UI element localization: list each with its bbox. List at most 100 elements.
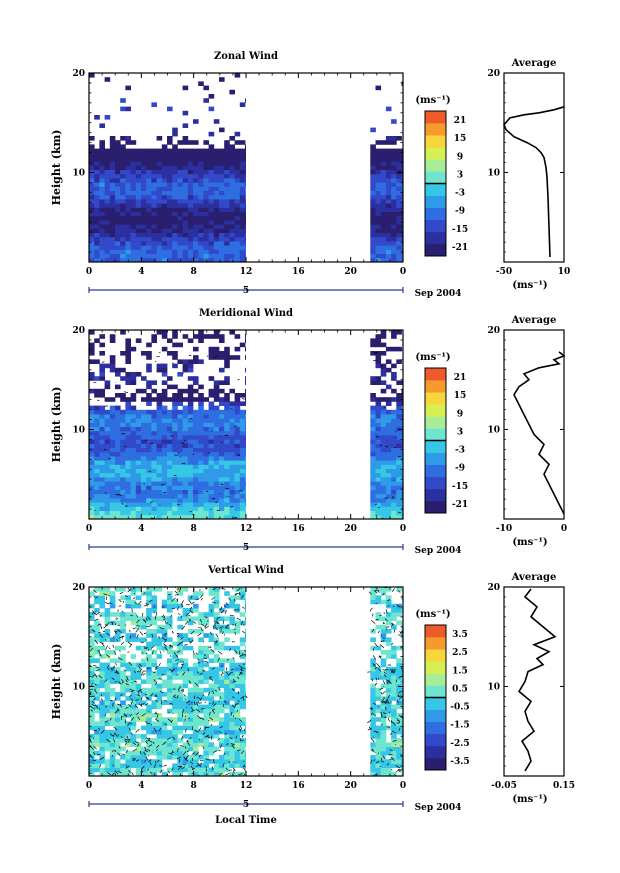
contour-line: [105, 705, 107, 708]
heatmap-cell: [401, 472, 403, 478]
heatmap-cell: [239, 228, 246, 233]
heatmap-cell: [104, 447, 111, 453]
heatmap-cell: [177, 481, 183, 486]
heatmap-cell: [208, 771, 215, 776]
heatmap-cell: [161, 481, 168, 486]
heatmap-cell: [172, 485, 178, 490]
heatmap-cell: [224, 359, 230, 364]
heatmap-cell: [104, 608, 111, 613]
contour-line: [188, 704, 190, 706]
heatmap-cell: [172, 683, 178, 689]
heatmap-cell: [385, 612, 392, 617]
heatmap-cell: [115, 418, 121, 423]
heatmap-cell: [146, 236, 152, 242]
heatmap-cell: [89, 359, 95, 364]
heatmap-cell: [109, 414, 116, 419]
heatmap-cell: [125, 633, 131, 638]
heatmap-cell: [161, 514, 168, 519]
heatmap-cell: [213, 249, 220, 254]
heatmap-cell: [125, 502, 131, 507]
heatmap-cell: [229, 502, 235, 507]
contour-line: [398, 695, 401, 698]
heatmap-cell: [120, 148, 126, 154]
average-profile-line: [513, 351, 566, 515]
heatmap-cell: [198, 717, 204, 722]
heatmap-cell: [375, 152, 382, 158]
heatmap-cell: [130, 157, 137, 162]
heatmap-cell: [146, 220, 152, 225]
heatmap-cell: [146, 502, 152, 507]
heatmap-cell: [172, 603, 178, 609]
heatmap-cell: [370, 687, 376, 693]
heatmap-cell: [161, 152, 168, 158]
heatmap-cell: [380, 721, 387, 726]
heatmap-cell: [115, 215, 121, 221]
y-tick-label: 20: [72, 69, 85, 79]
heatmap-cell: [109, 759, 116, 764]
heatmap-cell: [151, 641, 157, 647]
heatmap-cell: [234, 456, 241, 461]
heatmap-cell: [167, 186, 173, 191]
heatmap-cell: [109, 692, 116, 697]
heatmap-cell: [172, 700, 178, 705]
heatmap-cell: [94, 215, 100, 221]
contour-line: [216, 616, 221, 620]
heatmap-cell: [156, 211, 163, 217]
heatmap-cell: [224, 704, 230, 710]
heatmap-cell: [219, 464, 225, 469]
heatmap-cell: [141, 418, 147, 423]
heatmap-cell: [161, 207, 168, 212]
contour-line: [209, 717, 214, 721]
contour-line: [219, 435, 221, 437]
heatmap-cell: [370, 637, 376, 642]
heatmap-cell: [177, 359, 183, 364]
contour-line: [99, 614, 102, 617]
heatmap-cell: [187, 203, 194, 208]
contour-line: [195, 764, 200, 767]
heatmap-cell: [401, 671, 403, 676]
contour-line: [220, 606, 223, 611]
contour-line: [236, 587, 241, 592]
contour-line: [184, 644, 188, 646]
heatmap-cell: [224, 489, 230, 495]
heatmap-cell: [193, 595, 199, 600]
heatmap-cell: [193, 767, 199, 773]
heatmap-cell: [161, 435, 168, 440]
heatmap-cell: [104, 493, 111, 499]
heatmap-cell: [141, 645, 147, 651]
heatmap-cell: [156, 367, 163, 373]
heatmap-cell: [224, 241, 230, 246]
heatmap-cell: [151, 633, 157, 638]
heatmap-cell: [130, 422, 137, 427]
contour-line: [169, 668, 173, 671]
heatmap-cell: [146, 679, 152, 684]
heatmap-cell: [234, 148, 241, 154]
heatmap-cell: [135, 755, 142, 760]
contour-line: [382, 669, 386, 671]
contour-line: [138, 663, 142, 667]
contour-line: [113, 738, 116, 743]
contour-line: [229, 648, 232, 651]
contour-line: [106, 666, 110, 671]
heatmap-cell: [182, 203, 189, 208]
heatmap-cell: [120, 451, 126, 457]
heatmap-cell: [396, 485, 402, 490]
heatmap-cell: [208, 346, 215, 352]
heatmap-cell: [193, 199, 199, 204]
heatmap-cell: [239, 696, 246, 701]
heatmap-cell: [125, 439, 131, 444]
heatmap-cell: [146, 190, 152, 196]
contour-line: [91, 629, 96, 633]
contour-line: [163, 618, 166, 621]
heatmap-cell: [370, 430, 376, 436]
heatmap-cell: [391, 679, 397, 684]
heatmap-cell: [130, 498, 137, 503]
heatmap-cell: [198, 692, 204, 697]
heatmap-cell: [104, 409, 111, 415]
heatmap-cell: [187, 489, 194, 495]
heatmap-cell: [120, 510, 126, 516]
heatmap-cell: [125, 725, 131, 731]
contour-line: [171, 668, 175, 673]
heatmap-cell: [156, 414, 163, 419]
heatmap-cell: [141, 439, 147, 444]
